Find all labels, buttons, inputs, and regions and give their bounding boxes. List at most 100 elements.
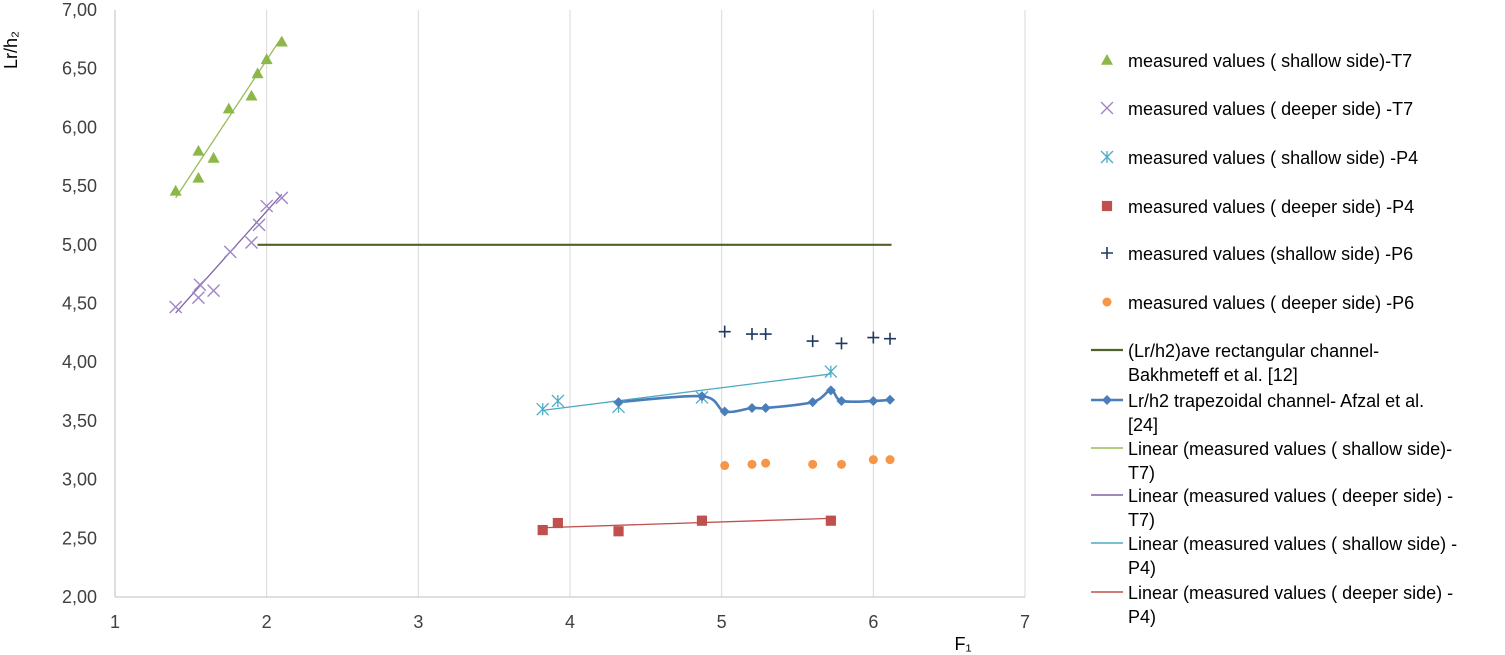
- data-point: [718, 325, 731, 338]
- trendline: [542, 517, 831, 529]
- data-point: [551, 394, 565, 408]
- legend-item: Lr/h2 trapezoidal channel- Afzal et al. […: [1091, 391, 1424, 435]
- legend-label: measured values ( shallow side) -P4: [1128, 148, 1418, 168]
- data-point: [868, 455, 878, 465]
- y-tick-label: 5,00: [62, 235, 97, 255]
- legend: measured values ( shallow side)-T7 measur…: [1091, 51, 1457, 627]
- y-tick-label: 6,00: [62, 117, 97, 137]
- data-point: [275, 35, 288, 47]
- data-point: [868, 395, 879, 406]
- data-point: [169, 300, 183, 314]
- x-tick-label: 4: [565, 612, 575, 632]
- y-tick-label: 4,00: [62, 352, 97, 372]
- legend-marker-symbol: [1101, 200, 1113, 212]
- legend-marker-symbol: [1101, 54, 1113, 65]
- y-tick-label: 3,50: [62, 411, 97, 431]
- data-point: [825, 515, 836, 526]
- data-point: [836, 395, 847, 406]
- data-point: [613, 526, 624, 537]
- data-point: [759, 328, 772, 341]
- legend-label: measured values (shallow side) -P6: [1128, 244, 1413, 264]
- legend-marker-symbol: [1102, 297, 1112, 307]
- data-point: [245, 89, 258, 101]
- data-point: [222, 102, 235, 114]
- legend-label: [24]: [1128, 415, 1158, 435]
- x-axis-title: F₁: [954, 634, 971, 654]
- series-line: [618, 389, 891, 414]
- x-tick-label: 6: [868, 612, 878, 632]
- trendline: [542, 373, 831, 411]
- data-point: [192, 171, 205, 183]
- axes: [114, 10, 1025, 598]
- y-tick-label: 2,00: [62, 587, 97, 607]
- legend-item: Linear (measured values ( shallow side)-…: [1091, 439, 1452, 483]
- legend-item: measured values (shallow side) -P6: [1101, 244, 1413, 264]
- data-point: [193, 278, 207, 292]
- data-point: [720, 461, 730, 471]
- legend-label: measured values ( deeper side) -P6: [1128, 293, 1414, 313]
- data-point: [613, 397, 624, 408]
- legend-label: Linear (measured values ( shallow side) …: [1128, 534, 1457, 554]
- data-point: [836, 459, 846, 469]
- legend-item: Linear (measured values ( deeper side) -…: [1091, 583, 1453, 627]
- y-tick-label: 4,50: [62, 294, 97, 314]
- grid: [266, 10, 1026, 597]
- legend-label: T7): [1128, 463, 1155, 483]
- data-point: [747, 402, 757, 413]
- legend-item: measured values ( deeper side) -P6: [1102, 293, 1414, 313]
- data-point: [719, 406, 730, 417]
- data-point: [807, 397, 818, 408]
- y-tick-label: 2,50: [62, 528, 97, 548]
- legend-label: Lr/h2 trapezoidal channel- Afzal et al.: [1128, 391, 1424, 411]
- data-point: [207, 151, 220, 163]
- data-point: [260, 199, 274, 213]
- data-points: [169, 35, 897, 537]
- data-point: [884, 332, 897, 345]
- legend-item: measured values ( shallow side)-T7: [1101, 51, 1412, 71]
- legend-marker-symbol: [1100, 150, 1114, 164]
- legend-marker-symbol: [1102, 395, 1112, 405]
- legend-label: measured values ( shallow side)-T7: [1128, 51, 1412, 71]
- data-point: [885, 455, 895, 465]
- y-tick-label: 7,00: [62, 0, 97, 20]
- y-tick-label: 5,50: [62, 176, 97, 196]
- data-point: [275, 191, 289, 205]
- legend-label: T7): [1128, 510, 1155, 530]
- data-point: [537, 524, 548, 536]
- legend-marker-symbol: [1100, 101, 1114, 115]
- data-point: [260, 53, 273, 65]
- x-tick-label: 2: [262, 612, 272, 632]
- legend-label: measured values ( deeper side) -T7: [1128, 99, 1413, 119]
- trendlines: [175, 36, 831, 529]
- data-point: [252, 218, 266, 232]
- x-tick-label: 5: [717, 612, 727, 632]
- x-tick-label: 3: [413, 612, 423, 632]
- data-point: [696, 391, 707, 402]
- series-lines: [257, 243, 892, 414]
- legend-item: (Lr/h2)ave rectangular channel- Bakhmetef…: [1091, 341, 1379, 385]
- data-point: [169, 184, 182, 196]
- legend-item: Linear (measured values ( shallow side) …: [1091, 534, 1457, 578]
- data-point: [806, 335, 819, 348]
- y-axis-title: Lr/h₂: [1, 31, 21, 69]
- tick-labels: 2,00 2,50 3,00 3,50 4,00 4,50 5,00 5,50 6,00 6,50…: [62, 0, 1030, 632]
- data-point: [207, 284, 221, 298]
- data-point: [760, 402, 771, 413]
- legend-label: measured values ( deeper side) -P4: [1128, 197, 1414, 217]
- legend-item: measured values ( deeper side) -T7: [1100, 99, 1413, 119]
- data-point: [191, 291, 205, 305]
- data-point: [808, 459, 818, 469]
- legend-item: Linear (measured values ( deeper side) -…: [1091, 486, 1453, 530]
- legend-label: Linear (measured values ( shallow side)-: [1128, 439, 1452, 459]
- x-tick-label: 1: [110, 612, 120, 632]
- data-point: [251, 67, 264, 79]
- data-point: [245, 235, 258, 249]
- data-point: [746, 328, 758, 341]
- data-point: [867, 331, 880, 344]
- y-tick-label: 6,50: [62, 59, 97, 79]
- data-point: [696, 515, 708, 526]
- legend-item: measured values ( shallow side) -P4: [1100, 148, 1418, 168]
- legend-label: P4): [1128, 607, 1156, 627]
- legend-item: measured values ( deeper side) -P4: [1101, 197, 1414, 217]
